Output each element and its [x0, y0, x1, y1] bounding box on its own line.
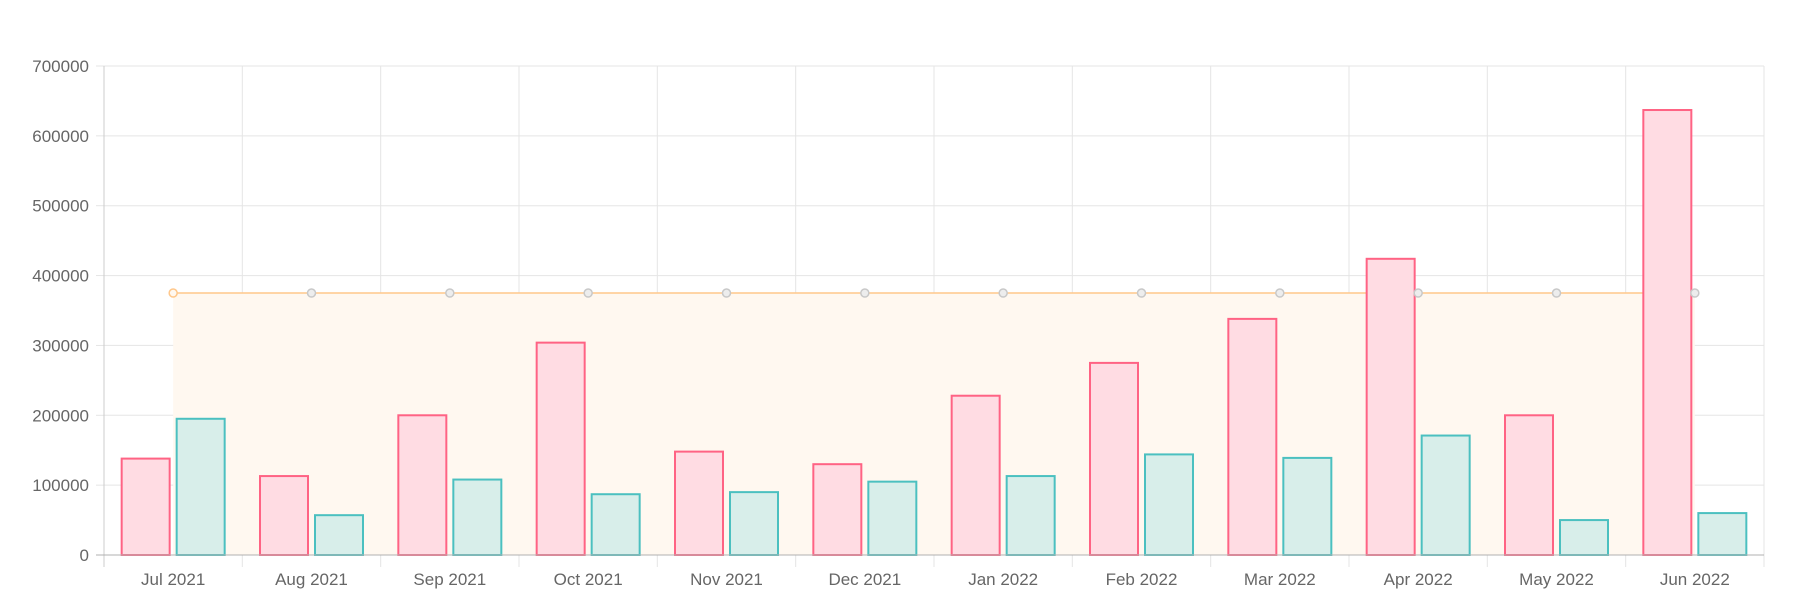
y-tick-label: 400000: [32, 267, 89, 286]
bar: [175, 417, 226, 556]
line-point: [306, 288, 317, 298]
bar: [1227, 317, 1278, 556]
bar: [950, 394, 1001, 556]
line-points: [168, 288, 1700, 298]
bar: [1642, 109, 1693, 556]
y-tick-label: 0: [80, 546, 89, 565]
bar: [1365, 257, 1416, 556]
line-point: [445, 288, 455, 298]
tick-labels: 0 100000 200000 300000 400000 500000 600000 700…: [32, 57, 1730, 589]
bar: [867, 480, 918, 556]
bar: [259, 475, 309, 556]
x-tick-label: Aug 2021: [275, 570, 348, 589]
y-tick-label: 600000: [32, 127, 89, 146]
bar: [1420, 434, 1471, 556]
y-tick-label: 300000: [32, 336, 89, 355]
line-point: [721, 288, 732, 298]
bar: [1089, 361, 1139, 556]
x-tick-label: Sep 2021: [413, 570, 486, 589]
bar-series: [120, 109, 1748, 557]
line-point: [1413, 288, 1423, 298]
bar: [452, 478, 503, 557]
y-tick-label: 100000: [32, 476, 89, 495]
y-tick-label: 500000: [32, 197, 89, 216]
x-tick-label: Jul 2021: [141, 570, 205, 589]
y-tick-label: 700000: [32, 57, 89, 76]
bar: [1504, 414, 1554, 556]
x-tick-label: Jan 2022: [968, 570, 1038, 589]
bar: [1005, 475, 1056, 556]
bar: [120, 457, 171, 556]
x-tick-label: Apr 2022: [1384, 570, 1453, 589]
line-point: [168, 288, 178, 298]
line-point: [583, 288, 593, 298]
bar: [729, 491, 779, 556]
line-point: [1136, 288, 1147, 298]
x-tick-label: Feb 2022: [1106, 570, 1178, 589]
bar: [674, 450, 724, 556]
x-tick-label: May 2022: [1519, 570, 1594, 589]
axes: [96, 66, 1764, 567]
bar: [590, 493, 641, 556]
bar: [812, 463, 863, 556]
bar: [314, 514, 364, 557]
x-tick-label: Oct 2021: [554, 570, 623, 589]
x-tick-label: Nov 2021: [690, 570, 763, 589]
x-tick-label: Dec 2021: [828, 570, 901, 589]
line-point: [860, 288, 870, 298]
bar: [397, 414, 448, 556]
bar: [1697, 512, 1748, 556]
y-tick-label: 200000: [32, 406, 89, 425]
line-point: [998, 288, 1008, 298]
line-point: [1551, 288, 1562, 298]
line-point: [1690, 288, 1700, 298]
bar: [1282, 456, 1333, 556]
x-tick-label: Jun 2022: [1660, 570, 1730, 589]
bar: [1559, 519, 1609, 556]
bar: [1144, 453, 1194, 556]
bar: [535, 341, 586, 556]
x-tick-label: Mar 2022: [1244, 570, 1316, 589]
line-point: [1275, 288, 1285, 298]
